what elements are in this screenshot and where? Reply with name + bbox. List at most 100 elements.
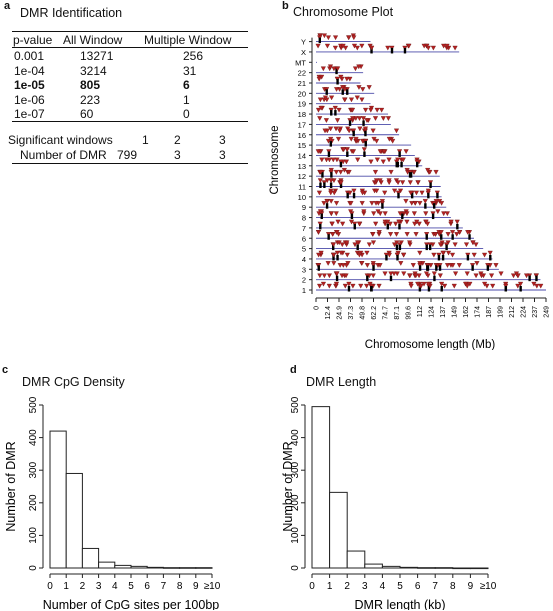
- cpg-window-marker: [382, 211, 388, 217]
- dmr-marker: [401, 213, 404, 220]
- cpg-window-marker: [386, 252, 392, 258]
- dmr-marker: [364, 130, 367, 137]
- cpg-window-marker: [465, 230, 471, 235]
- x-tick-label: 3: [96, 581, 102, 592]
- histogram-bar: [130, 565, 148, 569]
- chromosome-plot: 12345678910111213141516171819202122MTXY0…: [269, 33, 551, 350]
- cpg-window-marker: [359, 201, 365, 206]
- cpg-window-marker: [385, 45, 391, 51]
- histogram-bar: [452, 567, 471, 570]
- cpg-window-marker: [377, 211, 383, 217]
- cpg-window-marker: [395, 157, 401, 163]
- x-tick-label: 9: [468, 581, 474, 592]
- cpg-window-marker: [340, 85, 346, 90]
- cpg-window-marker: [341, 168, 347, 173]
- cpg-window-marker: [351, 35, 357, 41]
- cpg-window-marker: [379, 107, 385, 113]
- cpg-window-marker: [523, 273, 530, 279]
- dmr-marker: [348, 120, 352, 126]
- cpg-window-marker: [382, 271, 388, 277]
- cpg-window-marker: [403, 149, 409, 154]
- cpg-window-marker: [367, 281, 373, 287]
- histogram-bar: [65, 472, 83, 569]
- panel-c-letter: c: [2, 364, 9, 376]
- cpg-window-marker: [331, 66, 337, 72]
- dmr-marker: [347, 286, 351, 292]
- cpg-window-marker: [331, 178, 337, 184]
- x-tick-label: 7: [432, 581, 438, 592]
- cpg-window-marker: [440, 250, 446, 256]
- chromosome-label: 5: [302, 245, 306, 254]
- cpg-window-marker: [421, 281, 427, 287]
- histogram-bar: [417, 567, 436, 569]
- cpg-window-marker: [340, 221, 346, 227]
- cpg-window-marker: [386, 180, 392, 186]
- cpg-window-marker: [353, 116, 359, 121]
- cpg-window-marker: [425, 168, 431, 173]
- cpg-window-marker: [323, 118, 329, 123]
- cpg-window-marker: [425, 221, 431, 227]
- cpg-window-marker: [330, 242, 337, 248]
- cpg-window-marker: [373, 201, 379, 206]
- cpg-window-marker: [317, 116, 323, 121]
- x-tick-label: 4: [112, 581, 118, 592]
- dmr-count-label: Number of DMR: [20, 148, 107, 162]
- cpg-window-marker: [454, 232, 460, 237]
- table-cell-all: 60: [80, 107, 94, 121]
- chromosome-label: 14: [298, 151, 306, 160]
- x-tick-label: ≥10: [204, 581, 221, 592]
- cpg-window-marker: [425, 281, 431, 287]
- cpg-window-marker: [451, 283, 457, 289]
- cpg-window-marker: [450, 263, 456, 268]
- cpg-window-marker: [412, 201, 418, 206]
- cpg-window-marker: [374, 138, 380, 144]
- cpg-window-marker: [356, 116, 363, 121]
- cpg-window-marker: [331, 190, 337, 196]
- cpg-window-marker: [425, 45, 431, 51]
- cpg-window-marker: [392, 188, 398, 194]
- dmr-marker: [489, 254, 492, 261]
- cpg-window-marker: [411, 170, 417, 175]
- cpg-window-marker: [438, 230, 444, 235]
- cpg-window-marker: [342, 283, 348, 289]
- cpg-window-marker: [355, 240, 361, 246]
- x-tick-label: 212: [509, 306, 516, 318]
- cpg-window-marker: [490, 283, 496, 289]
- cpg-window-marker: [368, 107, 374, 113]
- cpg-window-marker: [403, 199, 409, 204]
- cpg-window-marker: [379, 199, 385, 204]
- cpg-window-marker: [401, 271, 407, 277]
- cpg-window-marker: [419, 190, 425, 196]
- x-tick-label: 49.8: [360, 306, 367, 320]
- cpg-window-marker: [315, 149, 321, 154]
- dmr-marker: [339, 161, 343, 168]
- cpg-window-marker: [318, 105, 324, 111]
- cpg-window-marker: [328, 190, 334, 196]
- cpg-window-marker: [328, 136, 334, 142]
- cpg-window-marker: [324, 43, 330, 49]
- histogram-bar: [469, 567, 489, 570]
- dmr-marker: [429, 182, 432, 188]
- dmr-marker: [329, 141, 332, 147]
- cpg-window-marker: [374, 188, 380, 194]
- histogram-bar: [81, 547, 100, 569]
- cpg-window-marker: [377, 149, 383, 154]
- cpg-window-marker: [470, 240, 476, 246]
- cpg-window-marker: [381, 149, 387, 154]
- dmr-marker: [431, 213, 435, 220]
- cpg-window-marker: [338, 170, 344, 175]
- cpg-window-marker: [407, 240, 413, 246]
- chromosome-label: 1: [302, 286, 306, 295]
- x-tick-label: 6: [144, 581, 150, 592]
- dmr-marker: [471, 265, 474, 271]
- x-tick-label: 1: [327, 581, 333, 592]
- cpg-window-marker: [364, 283, 370, 289]
- x-tick-label: 74.7: [383, 306, 390, 320]
- cpg-window-marker: [315, 43, 321, 49]
- cpg-window-marker: [316, 252, 322, 258]
- cpg-window-marker: [428, 263, 434, 268]
- x-tick-label: 99.6: [406, 306, 413, 320]
- cpg-window-marker: [385, 116, 391, 121]
- x-tick-label: 62.2: [371, 306, 378, 320]
- cpg-window-marker: [318, 250, 324, 256]
